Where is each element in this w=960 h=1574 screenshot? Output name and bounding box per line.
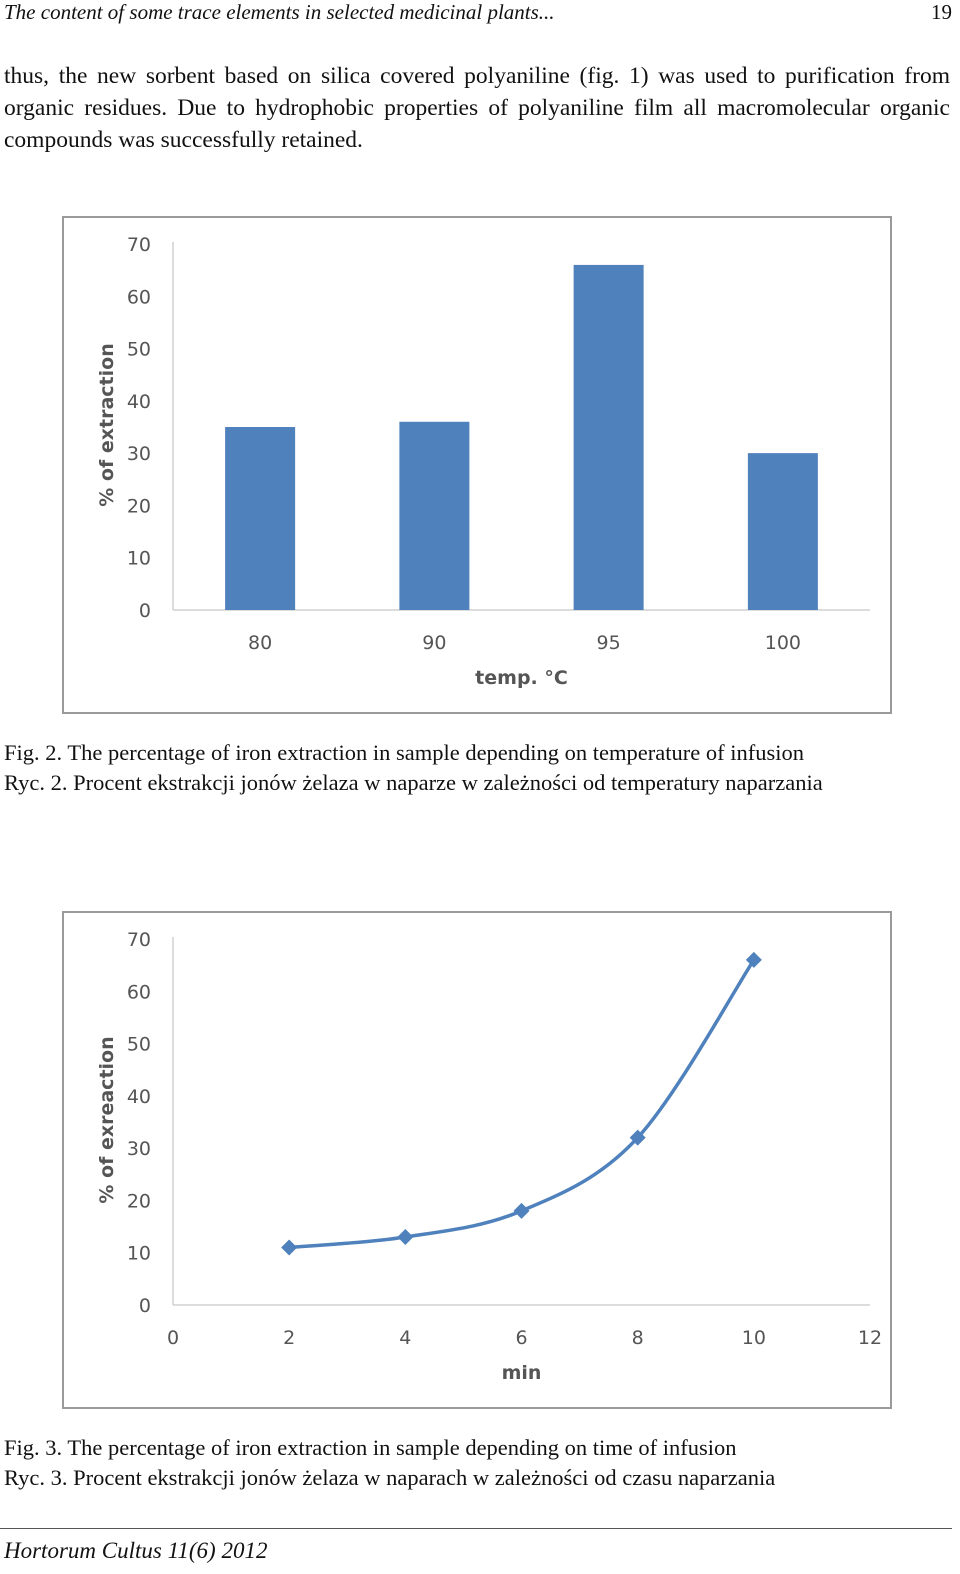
y-tick-label: 70 <box>127 929 151 951</box>
y-tick-label: 20 <box>127 495 151 517</box>
y-axis-title: % of extraction <box>96 343 118 506</box>
footer-rule <box>0 1528 952 1529</box>
x-tick-label: 10 <box>742 1327 766 1349</box>
data-point-6 <box>513 1202 530 1219</box>
figure-3-caption-en: Fig. 3. The percentage of iron extractio… <box>4 1435 737 1460</box>
data-point-4 <box>397 1229 414 1246</box>
x-axis-title: temp. °C <box>475 667 568 689</box>
y-tick-label: 0 <box>139 1295 151 1317</box>
x-tick-label: 12 <box>858 1327 882 1349</box>
running-title: The content of some trace elements in se… <box>4 0 555 24</box>
data-point-8 <box>629 1129 646 1146</box>
y-tick-label: 30 <box>127 443 151 465</box>
y-tick-label: 50 <box>127 1034 151 1056</box>
x-tick-label: 100 <box>765 632 801 654</box>
y-tick-label: 0 <box>139 600 151 622</box>
y-axis-title: % of exreaction <box>96 1036 118 1203</box>
x-tick-label: 2 <box>283 1327 295 1349</box>
x-tick-label: 6 <box>515 1327 527 1349</box>
bar-80 <box>225 427 296 610</box>
y-tick-label: 40 <box>127 1086 151 1108</box>
x-tick-label: 4 <box>399 1327 411 1349</box>
x-tick-label: 90 <box>422 632 446 654</box>
figure-2-caption-pl: Ryc. 2. Procent ekstrakcji jonów żelaza … <box>4 770 823 795</box>
y-tick-label: 60 <box>127 286 151 308</box>
data-point-10 <box>745 951 762 968</box>
page-number: 19 <box>931 0 952 24</box>
y-tick-label: 70 <box>127 234 151 256</box>
x-tick-label: 95 <box>597 632 621 654</box>
figure-3-line-chart: 0 10 20 30 40 50 60 70 % of exreaction 0 2 4 6 8 10 12 m… <box>62 911 892 1409</box>
x-tick-label: 0 <box>167 1327 179 1349</box>
x-tick-label: 8 <box>632 1327 644 1349</box>
y-tick-label: 10 <box>127 548 151 570</box>
temperature-bar-chart: 0 10 20 30 40 50 60 70 % of extraction 80 90 95 100 t… <box>96 234 870 689</box>
y-tick-label: 40 <box>127 391 151 413</box>
figure-3-caption: Fig. 3. The percentage of iron extractio… <box>4 1433 775 1493</box>
bar-95 <box>573 264 644 610</box>
bar-90 <box>399 421 470 610</box>
figure-2-caption: Fig. 2. The percentage of iron extractio… <box>4 738 823 798</box>
y-tick-label: 10 <box>127 1243 151 1265</box>
journal-footer: Hortorum Cultus 11(6) 2012 <box>4 1538 268 1563</box>
figure-2-caption-en: Fig. 2. The percentage of iron extractio… <box>4 740 804 765</box>
figure-2-bar-chart: 0 10 20 30 40 50 60 70 % of extraction 80 90 95 100 t… <box>62 216 892 714</box>
x-tick-label: 80 <box>248 632 272 654</box>
time-line-chart: 0 10 20 30 40 50 60 70 % of exreaction 0 2 4 6 8 10 12 m… <box>96 929 882 1384</box>
y-tick-label: 20 <box>127 1190 151 1212</box>
figure-3-caption-pl: Ryc. 3. Procent ekstrakcji jonów żelaza … <box>4 1465 776 1490</box>
bar-100 <box>747 453 818 610</box>
y-tick-label: 60 <box>127 981 151 1003</box>
y-tick-label: 50 <box>127 339 151 361</box>
body-paragraph: thus, the new sorbent based on silica co… <box>4 63 950 153</box>
data-point-2 <box>281 1239 298 1256</box>
series-line <box>289 958 756 1250</box>
y-tick-label: 30 <box>127 1138 151 1160</box>
running-header: The content of some trace elements in se… <box>4 0 952 26</box>
x-axis-title: min <box>502 1362 542 1384</box>
